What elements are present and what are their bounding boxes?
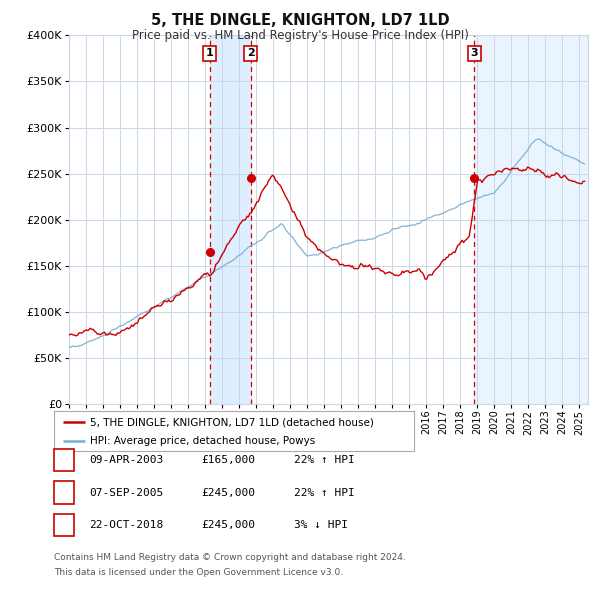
Bar: [210, 35, 251, 404]
Text: £165,000: £165,000: [201, 455, 255, 465]
Text: 2: 2: [60, 488, 68, 497]
Text: £245,000: £245,000: [201, 488, 255, 497]
Text: 22% ↑ HPI: 22% ↑ HPI: [294, 455, 355, 465]
Text: 2: 2: [247, 48, 254, 58]
Text: 22-OCT-2018: 22-OCT-2018: [89, 520, 163, 530]
Text: 09-APR-2003: 09-APR-2003: [89, 455, 163, 465]
Bar: [474, 35, 588, 404]
Text: 5, THE DINGLE, KNIGHTON, LD7 1LD: 5, THE DINGLE, KNIGHTON, LD7 1LD: [151, 13, 449, 28]
Text: 3% ↓ HPI: 3% ↓ HPI: [294, 520, 348, 530]
Text: 3: 3: [470, 48, 478, 58]
Text: 07-SEP-2005: 07-SEP-2005: [89, 488, 163, 497]
Text: 1: 1: [206, 48, 214, 58]
Text: 5, THE DINGLE, KNIGHTON, LD7 1LD (detached house): 5, THE DINGLE, KNIGHTON, LD7 1LD (detach…: [90, 417, 374, 427]
Text: 1: 1: [60, 455, 68, 465]
Text: £245,000: £245,000: [201, 520, 255, 530]
Text: This data is licensed under the Open Government Licence v3.0.: This data is licensed under the Open Gov…: [54, 568, 343, 577]
Text: 22% ↑ HPI: 22% ↑ HPI: [294, 488, 355, 497]
Text: Price paid vs. HM Land Registry's House Price Index (HPI): Price paid vs. HM Land Registry's House …: [131, 30, 469, 42]
Text: 3: 3: [60, 520, 68, 530]
Text: HPI: Average price, detached house, Powys: HPI: Average price, detached house, Powy…: [90, 437, 315, 446]
Text: Contains HM Land Registry data © Crown copyright and database right 2024.: Contains HM Land Registry data © Crown c…: [54, 553, 406, 562]
